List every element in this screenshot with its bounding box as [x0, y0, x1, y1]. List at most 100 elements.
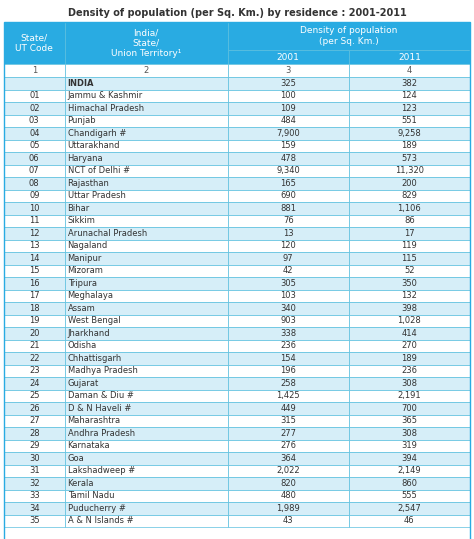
Text: 1,425: 1,425 [276, 391, 300, 400]
Text: 29: 29 [29, 441, 39, 450]
Bar [228, 239, 349, 252]
Bar [64, 427, 228, 439]
Bar [228, 190, 349, 202]
Text: 115: 115 [401, 254, 417, 262]
Bar [64, 202, 228, 215]
Text: 4: 4 [407, 66, 412, 75]
Text: 319: 319 [401, 441, 418, 450]
Text: 14: 14 [29, 254, 39, 262]
Bar [228, 489, 349, 502]
Text: 200: 200 [401, 179, 417, 188]
Bar [4, 140, 64, 152]
Bar [349, 215, 470, 227]
Bar [349, 489, 470, 502]
Text: 394: 394 [401, 454, 418, 463]
Bar [4, 277, 64, 289]
Text: 700: 700 [401, 404, 418, 413]
Bar [228, 102, 349, 114]
Bar [4, 190, 64, 202]
Text: 159: 159 [281, 141, 296, 150]
Bar [64, 127, 228, 140]
Bar [64, 64, 228, 77]
Bar [349, 140, 470, 152]
Bar [4, 465, 64, 477]
Bar [228, 465, 349, 477]
Text: 08: 08 [29, 179, 40, 188]
Text: 16: 16 [29, 279, 40, 288]
Text: Sikkim: Sikkim [68, 216, 95, 225]
Bar [64, 390, 228, 402]
Bar [228, 177, 349, 190]
Text: 34: 34 [29, 504, 40, 513]
Text: 2: 2 [144, 66, 149, 75]
Bar [64, 340, 228, 352]
Bar [349, 477, 470, 489]
Text: 11: 11 [29, 216, 39, 225]
Bar [4, 215, 64, 227]
Bar [64, 327, 228, 340]
Text: 270: 270 [401, 341, 418, 350]
Bar [349, 177, 470, 190]
Bar [4, 289, 64, 302]
Text: 573: 573 [401, 154, 418, 163]
Text: Manipur: Manipur [68, 254, 102, 262]
Bar [4, 364, 64, 377]
Bar [64, 252, 228, 265]
Text: Bihar: Bihar [68, 204, 90, 213]
Bar [4, 152, 64, 164]
Text: 478: 478 [280, 154, 296, 163]
Text: 76: 76 [283, 216, 293, 225]
Bar [349, 452, 470, 465]
Text: 398: 398 [401, 304, 418, 313]
Bar [349, 89, 470, 102]
Bar [4, 427, 64, 439]
Bar [228, 502, 349, 515]
Text: 32: 32 [29, 479, 40, 488]
Bar [64, 227, 228, 239]
Text: 236: 236 [401, 366, 418, 375]
Bar [349, 202, 470, 215]
Bar [228, 89, 349, 102]
Text: 1: 1 [32, 66, 37, 75]
Bar [64, 277, 228, 289]
Text: 277: 277 [280, 429, 296, 438]
Bar [349, 289, 470, 302]
Bar [228, 215, 349, 227]
Bar [64, 452, 228, 465]
Text: Himachal Pradesh: Himachal Pradesh [68, 103, 144, 113]
Text: 33: 33 [29, 491, 40, 500]
Bar [228, 127, 349, 140]
Bar [228, 352, 349, 364]
Bar [4, 64, 64, 77]
Bar [4, 252, 64, 265]
Bar [64, 489, 228, 502]
Text: Nagaland: Nagaland [68, 241, 108, 250]
Text: 2011: 2011 [398, 52, 421, 61]
Text: 480: 480 [280, 491, 296, 500]
Text: 364: 364 [280, 454, 296, 463]
Text: Andhra Pradesh: Andhra Pradesh [68, 429, 135, 438]
Text: Daman & Diu #: Daman & Diu # [68, 391, 134, 400]
Bar [64, 515, 228, 527]
Bar [228, 164, 349, 177]
Text: 236: 236 [280, 341, 296, 350]
Bar [4, 239, 64, 252]
Text: 26: 26 [29, 404, 40, 413]
Text: 551: 551 [401, 116, 417, 125]
Bar [4, 502, 64, 515]
Bar [349, 465, 470, 477]
Bar [64, 215, 228, 227]
Text: Chandigarh #: Chandigarh # [68, 129, 126, 138]
Text: India/
State/
Union Territory¹: India/ State/ Union Territory¹ [111, 28, 182, 58]
Bar [64, 177, 228, 190]
Bar [4, 22, 64, 64]
Text: 414: 414 [401, 329, 417, 338]
Bar [349, 227, 470, 239]
Bar [4, 302, 64, 314]
Text: Rajasthan: Rajasthan [68, 179, 109, 188]
Text: 07: 07 [29, 166, 40, 175]
Text: 1,989: 1,989 [276, 504, 300, 513]
Bar [228, 77, 349, 89]
Text: 308: 308 [401, 429, 418, 438]
Bar [349, 164, 470, 177]
